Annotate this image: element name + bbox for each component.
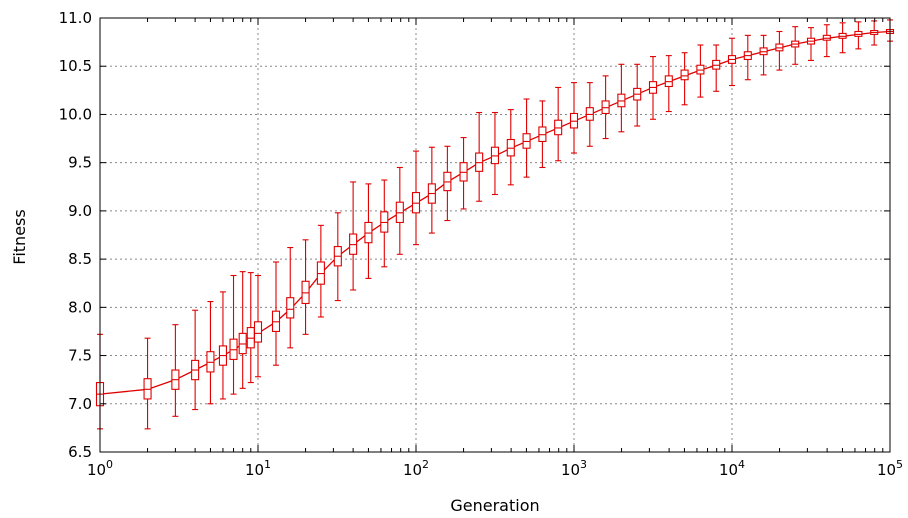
x-tick-label: 100 <box>87 458 113 479</box>
box-plot <box>538 100 547 169</box>
box-plot <box>506 109 515 186</box>
x-tick-label: 103 <box>561 458 587 479</box>
box-plot <box>806 27 816 61</box>
y-tick-label: 6.5 <box>68 443 92 461</box>
grid <box>100 18 890 452</box>
box-plot <box>791 26 800 65</box>
y-tick-label: 7.0 <box>68 395 92 413</box>
box-plot <box>664 55 673 113</box>
x-tick-label: 104 <box>719 458 745 479</box>
y-axis-label: Fitness <box>10 209 29 264</box>
box-plot <box>316 224 325 318</box>
box-plot <box>822 24 831 58</box>
box-plot <box>712 44 721 92</box>
box-plot <box>696 44 705 98</box>
box-plot <box>191 309 200 411</box>
box-plot <box>585 82 594 147</box>
y-tick-label: 9.0 <box>68 202 92 220</box>
box-plot <box>854 21 863 50</box>
box-plot <box>522 98 531 178</box>
box-plot <box>727 37 737 87</box>
box-plot <box>411 150 421 246</box>
y-tick-label: 8.0 <box>68 298 92 316</box>
box-plot <box>617 63 626 133</box>
y-axis-tick-labels: 6.5 7.0 7.5 8.0 8.5 9.0 9.5 10.0 10.5 11.0 <box>59 9 92 461</box>
median-line <box>99 30 891 395</box>
x-tick-label: 101 <box>245 458 271 479</box>
box-plot <box>271 261 281 366</box>
y-tick-label: 10.0 <box>59 105 92 123</box>
box-plot <box>238 271 247 389</box>
box-plot <box>246 272 255 384</box>
plot-frame <box>99 17 891 453</box>
x-axis-label: Generation <box>450 496 539 515</box>
x-tick-label: 102 <box>403 458 429 479</box>
box-plot <box>380 179 389 268</box>
x-axis-tick-labels: 100 101 102 103 104 105 <box>87 458 903 479</box>
box-plot <box>301 239 310 335</box>
box-plot <box>171 324 180 417</box>
box-plot <box>218 291 227 400</box>
x-tick-label: 105 <box>877 458 903 479</box>
box-plot <box>253 274 263 378</box>
box-plot <box>459 137 468 210</box>
box-plot <box>775 30 784 71</box>
y-tick-label: 10.5 <box>59 57 92 75</box>
box-plot <box>427 146 436 234</box>
box-plot <box>554 86 563 162</box>
axis-ticks <box>99 17 891 453</box>
box-plot <box>680 52 689 106</box>
y-tick-label: 9.5 <box>68 154 92 172</box>
box-iqr <box>680 69 689 81</box>
box-plot <box>838 22 847 54</box>
box-plot <box>143 337 152 430</box>
box-plot <box>395 166 404 255</box>
box-plot <box>475 111 484 202</box>
box-plot <box>349 181 358 291</box>
box-plot <box>206 300 215 405</box>
box-plot <box>229 274 238 395</box>
box-plot <box>443 145 452 222</box>
box-plot <box>286 246 295 349</box>
box-iqr <box>253 321 263 343</box>
box-plot <box>743 34 752 81</box>
box-plot <box>633 63 642 127</box>
y-tick-label: 8.5 <box>68 250 92 268</box>
box-plot <box>648 56 658 120</box>
box-plot <box>333 212 342 302</box>
y-tick-label: 11.0 <box>59 9 92 27</box>
y-tick-label: 7.5 <box>68 347 92 365</box>
box-plot <box>870 20 879 46</box>
box-iqr <box>286 297 295 319</box>
box-plot <box>490 111 500 196</box>
box-plot <box>569 82 579 154</box>
box-plot <box>601 75 610 140</box>
box-plot <box>364 183 373 279</box>
series-fitness <box>95 19 895 430</box>
box-plot <box>759 34 768 76</box>
